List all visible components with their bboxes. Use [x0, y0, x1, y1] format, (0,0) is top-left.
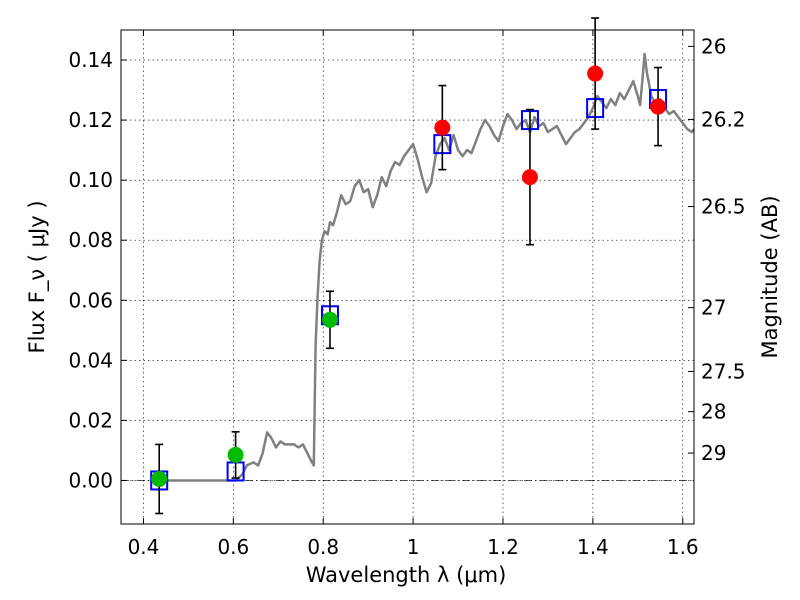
observed-flux-point — [650, 98, 667, 115]
y-tick-label: 0.04 — [68, 348, 113, 372]
plot-frame — [120, 29, 695, 525]
x-tick-label: 1 — [407, 535, 420, 559]
model-spectrum-line — [157, 52, 696, 482]
x-tick-label: 0.8 — [307, 535, 339, 559]
x-tick-label: 0.6 — [217, 535, 249, 559]
y-axis-label: Flux F_ν ( μJy ) — [25, 200, 50, 353]
y2-tick-label: 29 — [701, 441, 726, 465]
observed-flux-point — [587, 65, 604, 82]
y-tick-label: 0.14 — [68, 48, 113, 72]
y-tick-label: 0.00 — [68, 468, 113, 492]
y2-tick-label: 26.5 — [701, 195, 746, 219]
grid-layer — [121, 30, 694, 524]
y-tick-label: 0.10 — [68, 168, 113, 192]
observed-flux-point — [521, 169, 538, 186]
y2-axis-label: Magnitude (AB) — [758, 195, 782, 358]
y-tick-label: 0.08 — [68, 228, 113, 252]
y-tick-label: 0.06 — [68, 288, 113, 312]
x-axis-label: Wavelength λ (μm) — [306, 563, 507, 587]
x-tick-label: 0.4 — [128, 535, 160, 559]
y2-tick-label: 27 — [701, 296, 726, 320]
x-tick-label: 1.2 — [487, 535, 519, 559]
x-tick-label: 1.4 — [577, 535, 609, 559]
y2-tick-label: 27.5 — [701, 359, 746, 383]
observed-flux-point — [434, 119, 451, 136]
y2-tick-label: 26.2 — [701, 107, 746, 131]
x-tick-label: 1.6 — [667, 535, 699, 559]
observed-flux-point — [151, 470, 168, 487]
y2-tick-label: 28 — [701, 400, 726, 424]
y2-tick-label: 26 — [701, 34, 726, 58]
observed-flux-point — [227, 446, 244, 463]
tick-layer: 0.4 0.6 0.8 1 1.2 1.4 1.6 0.00 0.02 0.04 0.06 0.08 0… — [68, 30, 746, 559]
y-tick-label: 0.12 — [68, 108, 113, 132]
plot-layer — [150, 17, 696, 515]
y-tick-label: 0.02 — [68, 408, 113, 432]
observed-flux-point — [321, 311, 338, 328]
